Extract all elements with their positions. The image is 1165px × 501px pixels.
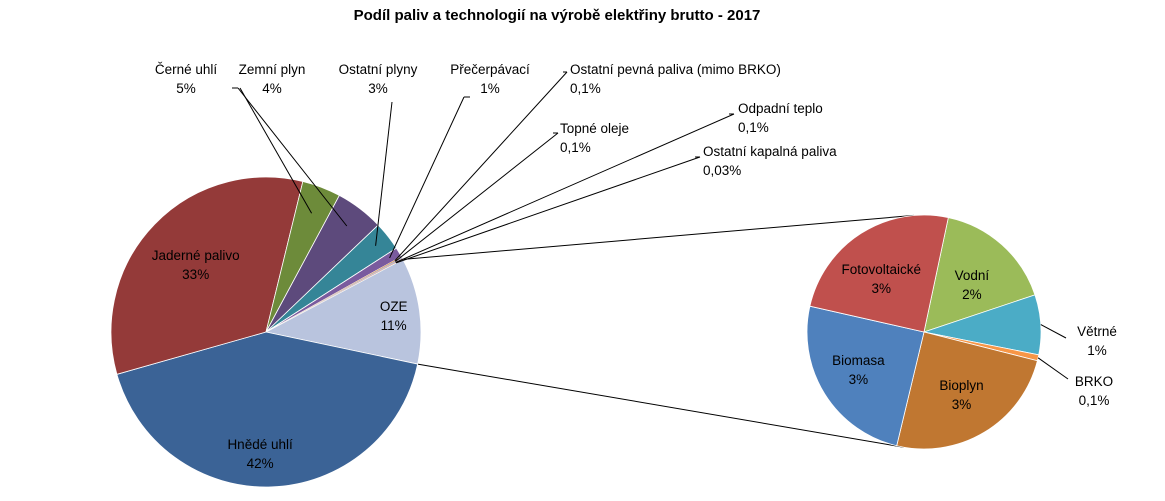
connector-top	[402, 214, 914, 260]
label-ostatni-pevna-paliva-mimo-brko: Ostatní pevná paliva (mimo BRKO) 0,1%	[570, 62, 781, 96]
detail-pie-labels: Vodní 2% Bioplyn 3% Biomasa 3% Fotovoltaické 3%…	[832, 262, 1117, 412]
leader-ostatni-pevna-paliva-mimo-brko	[394, 71, 568, 262]
detail-label-fotovoltaicke: Fotovoltaické 3%	[842, 262, 922, 296]
leader-brko	[1037, 357, 1069, 380]
leader-vetrne	[1040, 324, 1067, 339]
leader-precerpavaci	[389, 96, 465, 259]
main-pie-labels: OZE 11% Hnědé uhlí 42% Jaderné palivo 33% Čern…	[152, 62, 837, 471]
label-precerpavaci: Přečerpávací 1%	[450, 62, 530, 96]
detail-label-vodni: Vodní 2%	[955, 268, 990, 302]
slice-jaderne-palivo	[110, 176, 304, 375]
detail-label-bioplyn: Bioplyn 3%	[939, 378, 983, 412]
leader-topne-oleje	[394, 132, 559, 262]
detail-pie-leader-lines	[1037, 324, 1069, 380]
detail-slice-fotovoltaicke	[809, 214, 949, 333]
leader-ostatni-kapalna-paliva	[395, 156, 701, 264]
connector-bottom	[417, 363, 904, 448]
slice-hnede-uhli	[116, 331, 419, 488]
label-topne-oleje: Topné oleje 0,1%	[560, 121, 629, 155]
slice-oze	[264, 258, 422, 365]
leader-zemni-plyn	[239, 87, 313, 214]
detail-pie	[806, 214, 1042, 450]
detail-slice-vodni	[923, 217, 1036, 333]
detail-label-biomasa: Biomasa 3%	[832, 353, 885, 387]
label-jaderne-palivo: Jaderné palivo 33%	[152, 248, 240, 282]
pie-connector-lines	[402, 214, 914, 448]
label-zemni-plyn: Zemní plyn 4%	[239, 62, 306, 96]
main-pie	[110, 176, 422, 488]
leader-ostatni-plyny	[375, 101, 393, 246]
detail-slice-biomasa	[806, 305, 925, 447]
label-odpadni-teplo: Odpadní teplo 0,1%	[738, 101, 823, 135]
label-ostatni-kapalna-paliva: Ostatní kapalná paliva 0,03%	[703, 144, 837, 178]
chart-title: Podíl paliv a technologií na výrobě elek…	[354, 7, 761, 24]
label-cerne-uhli: Černé uhlí 5%	[155, 62, 218, 96]
detail-label-vetrne: Větrné 1%	[1077, 324, 1117, 358]
leader-odpadni-teplo	[395, 113, 735, 263]
leader-cerne-uhli	[237, 87, 348, 227]
label-ostatni-plyny: Ostatní plyny 3%	[339, 62, 418, 96]
detail-label-brko: BRKO 0,1%	[1075, 374, 1113, 408]
detail-slice-bioplyn	[896, 331, 1038, 450]
main-pie-leader-lines	[232, 71, 735, 264]
label-hnede-uhli: Hnědé uhlí 42%	[227, 437, 293, 471]
label-oze: OZE 11%	[380, 299, 408, 333]
